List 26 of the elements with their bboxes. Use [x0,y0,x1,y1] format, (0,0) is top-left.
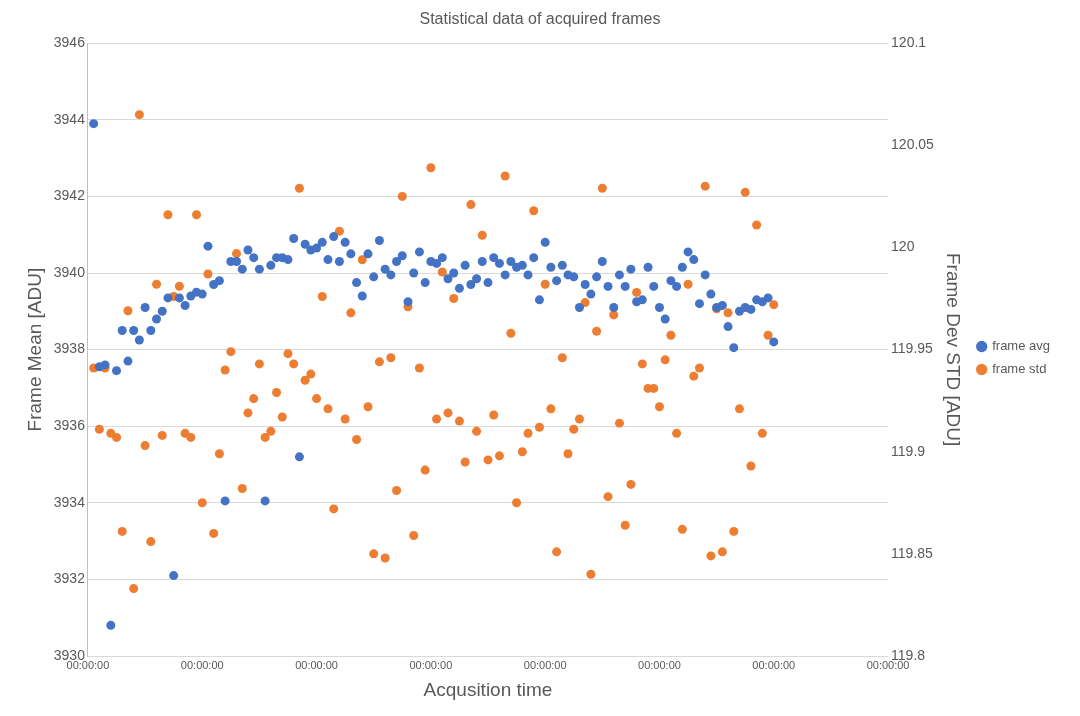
x-tick-label: 00:00:00 [295,658,338,671]
y-tick-label: 3932 [53,570,86,587]
legend-label: frame std [992,361,1047,377]
x-axis-title: Acqusition time [423,678,553,700]
y2-axis-title: Frame Dev STD [ADU] [943,253,965,447]
x-tick-label: 00:00:00 [523,658,567,671]
y-tick-label: 3938 [53,340,86,357]
x-tick-label: 00:00:00 [752,658,796,671]
y-tick-label: 3934 [53,493,86,510]
y-tick-label: 3936 [53,417,86,434]
y2-tick-label: 119.95 [891,340,934,357]
chart-title: Statistical data of acquired frames [419,10,661,28]
y-axis-title: Frame Mean [ADU] [23,267,45,432]
y2-tick-label: 120 [891,238,915,255]
y-tick-label: 3940 [53,263,86,280]
y2-tick-label: 119.9 [891,442,926,459]
x-tick-label: 00:00:00 [409,658,453,671]
x-tick-label: 00:00:00 [180,658,224,671]
y-tick-label: 3946 [53,34,86,51]
y-tick-label: 3944 [53,110,86,127]
y2-tick-label: 120.1 [891,34,927,51]
y-tick-label: 3942 [53,187,86,204]
y2-tick-label: 120.05 [891,136,935,153]
legend-label: frame avg [992,338,1051,354]
x-tick-label: 00:00:00 [638,658,681,671]
y2-tick-label: 119.85 [891,544,934,561]
